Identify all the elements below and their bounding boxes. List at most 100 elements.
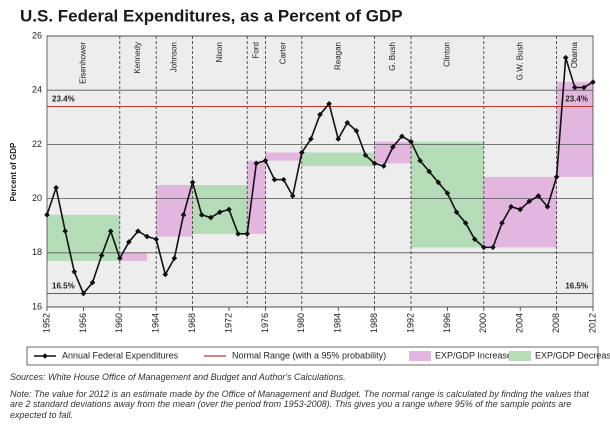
x-tick-label: 1968 (187, 313, 197, 333)
president-label: Clinton (443, 42, 452, 67)
y-tick-label: 20 (32, 193, 42, 203)
x-tick-label: 1956 (78, 313, 88, 333)
data-point (317, 111, 323, 118)
x-tick-label: 1952 (41, 313, 51, 333)
data-point (581, 84, 587, 91)
president-label: Kennedy (133, 42, 142, 74)
reference-label: 16.5% (565, 282, 588, 291)
data-point (471, 236, 478, 243)
data-point (271, 176, 278, 183)
data-point (262, 157, 269, 164)
data-point (144, 233, 150, 240)
data-point (98, 252, 105, 259)
y-axis-label: Percent of GDP (9, 142, 18, 201)
legend-swatch (409, 351, 431, 361)
data-point (289, 193, 296, 199)
data-point (235, 231, 241, 237)
legend-swatch (509, 351, 531, 361)
data-point (308, 136, 314, 142)
legend-label: EXP/GDP Decrease (535, 350, 610, 360)
data-point (535, 193, 542, 199)
data-point (253, 160, 260, 167)
president-label: G. Bush (388, 42, 397, 71)
data-point (399, 133, 405, 140)
x-tick-label: 2004 (515, 313, 525, 333)
data-point (326, 100, 332, 107)
data-point (499, 220, 505, 226)
data-point (444, 190, 451, 196)
data-point (481, 244, 487, 251)
president-label: G.W. Bush (515, 42, 524, 80)
x-tick-label: 2012 (587, 313, 597, 333)
data-point (517, 206, 523, 213)
data-point (71, 268, 78, 275)
data-point (335, 136, 341, 142)
data-point (462, 220, 469, 226)
data-point (553, 174, 560, 180)
data-point (171, 255, 178, 262)
chart-title: U.S. Federal Expenditures, as a Percent … (20, 6, 403, 25)
data-point (208, 214, 214, 221)
legend-box (26, 346, 599, 366)
data-point (544, 203, 551, 210)
y-tick-label: 26 (32, 30, 42, 40)
data-point (590, 79, 596, 85)
plot-background (47, 36, 593, 307)
president-label: Reagan (333, 42, 342, 70)
y-tick-label: 22 (32, 139, 42, 149)
x-tick-label: 1992 (405, 313, 415, 333)
data-point (117, 255, 123, 262)
x-tick-label: 1960 (114, 313, 124, 333)
data-point (490, 244, 496, 251)
president-label: Ford (251, 42, 260, 58)
shaded-period (374, 141, 411, 164)
x-tick-label: 2000 (478, 313, 488, 333)
president-label: Eisenhower (79, 42, 88, 84)
reference-label: 23.4% (52, 95, 75, 104)
data-point (80, 290, 87, 297)
shaded-period (301, 152, 375, 167)
data-point (153, 236, 159, 243)
reference-label: 16.5% (52, 282, 75, 291)
data-point (280, 176, 287, 183)
x-tick-label: 1996 (442, 313, 452, 333)
data-point (189, 179, 196, 186)
x-tick-label: 1980 (296, 313, 306, 333)
legend-label: Normal Range (with a 95% probability) (232, 350, 386, 360)
plot-border (46, 35, 594, 308)
data-point (89, 279, 96, 286)
data-point (44, 212, 50, 218)
data-point (390, 144, 396, 150)
note: Note: The value for 2012 is an estimate … (10, 388, 589, 420)
data-point (198, 212, 205, 218)
y-tick-label: 16 (32, 301, 42, 311)
data-point (353, 128, 360, 134)
legend-swatch (42, 353, 48, 359)
data-point (362, 152, 369, 159)
x-tick-label: 1984 (333, 313, 343, 333)
legend-label: Annual Federal Expenditures (62, 350, 179, 360)
president-label: Johnson (170, 42, 179, 72)
data-point (135, 228, 141, 234)
x-tick-label: 1976 (260, 313, 270, 333)
shaded-period (265, 152, 302, 161)
president-label: Obama (570, 41, 579, 68)
data-point (62, 228, 68, 234)
legend-label: EXP/GDP Increase (435, 350, 512, 360)
data-point (380, 163, 387, 169)
data-point (126, 239, 132, 245)
sources: Sources: White House Office of Managemen… (10, 372, 346, 382)
data-point (453, 209, 460, 215)
president-label: Carter (279, 42, 288, 65)
data-point (180, 212, 187, 218)
data-point (107, 228, 114, 234)
x-tick-label: 1972 (223, 313, 233, 333)
chart: U.S. Federal Expenditures, as a Percent … (9, 6, 610, 366)
data-point (526, 198, 533, 205)
data-point (371, 160, 378, 167)
data-point (426, 168, 432, 175)
y-tick-label: 24 (32, 85, 42, 95)
data-point (408, 138, 414, 145)
president-label: Nixon (215, 42, 224, 62)
